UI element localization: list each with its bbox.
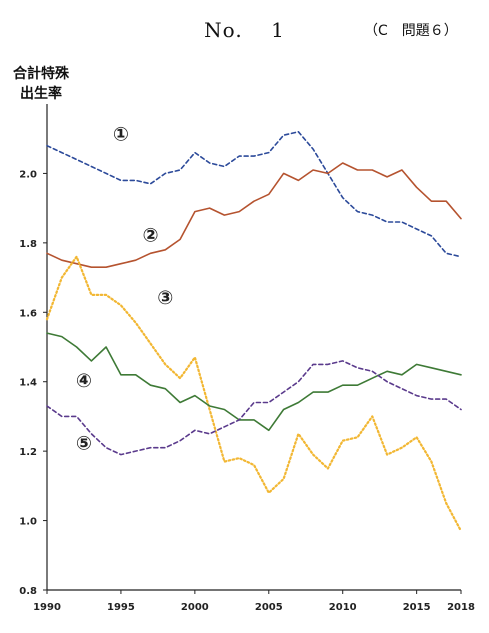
x-tick-label: 2010 bbox=[329, 602, 357, 613]
series-label-5: ⑤ bbox=[76, 433, 92, 455]
series-label-4: ④ bbox=[76, 370, 92, 392]
x-tick-label: 2015 bbox=[403, 602, 431, 613]
x-tick-label: 2018 bbox=[447, 602, 475, 613]
y-axis-label: 合計特殊 出生率 bbox=[6, 64, 76, 104]
series-line-1 bbox=[46, 131, 462, 258]
x-tick-label: 2000 bbox=[181, 602, 209, 613]
series-label-1: ① bbox=[113, 124, 129, 146]
series-line-5 bbox=[46, 360, 462, 456]
x-tick-label: 2005 bbox=[255, 602, 283, 613]
y-axis-label-line2: 出生率 bbox=[20, 86, 62, 102]
y-axis-label-line1: 合計特殊 bbox=[13, 66, 69, 82]
series-line-3 bbox=[45, 255, 463, 533]
chart-series-layer bbox=[45, 131, 463, 533]
y-tick-label: 1.6 bbox=[19, 308, 37, 319]
x-tick-label: 1990 bbox=[33, 602, 61, 613]
x-tick-label: 1995 bbox=[107, 602, 135, 613]
series-line-2 bbox=[46, 162, 462, 269]
page-title: No. 1 bbox=[204, 18, 285, 42]
y-tick-label: 1.4 bbox=[19, 378, 37, 389]
y-tick-label: 0.8 bbox=[19, 586, 37, 597]
chart-axes: 0.8 1.0 1.2 1.4 1.6 1.8 2.0 1990 1995 2000 2005 201… bbox=[19, 104, 475, 613]
series-label-3: ③ bbox=[157, 287, 173, 309]
question-reference: （C 問題６） bbox=[364, 23, 458, 39]
y-tick-label: 1.2 bbox=[19, 447, 37, 458]
y-tick-label: 1.8 bbox=[19, 239, 37, 250]
series-line-4 bbox=[46, 332, 462, 432]
chart-series-labels: ① ② ③ ④ ⑤ bbox=[76, 124, 173, 455]
series-label-2: ② bbox=[142, 224, 158, 246]
y-tick-label: 2.0 bbox=[19, 169, 37, 180]
y-tick-label: 1.0 bbox=[19, 517, 37, 528]
